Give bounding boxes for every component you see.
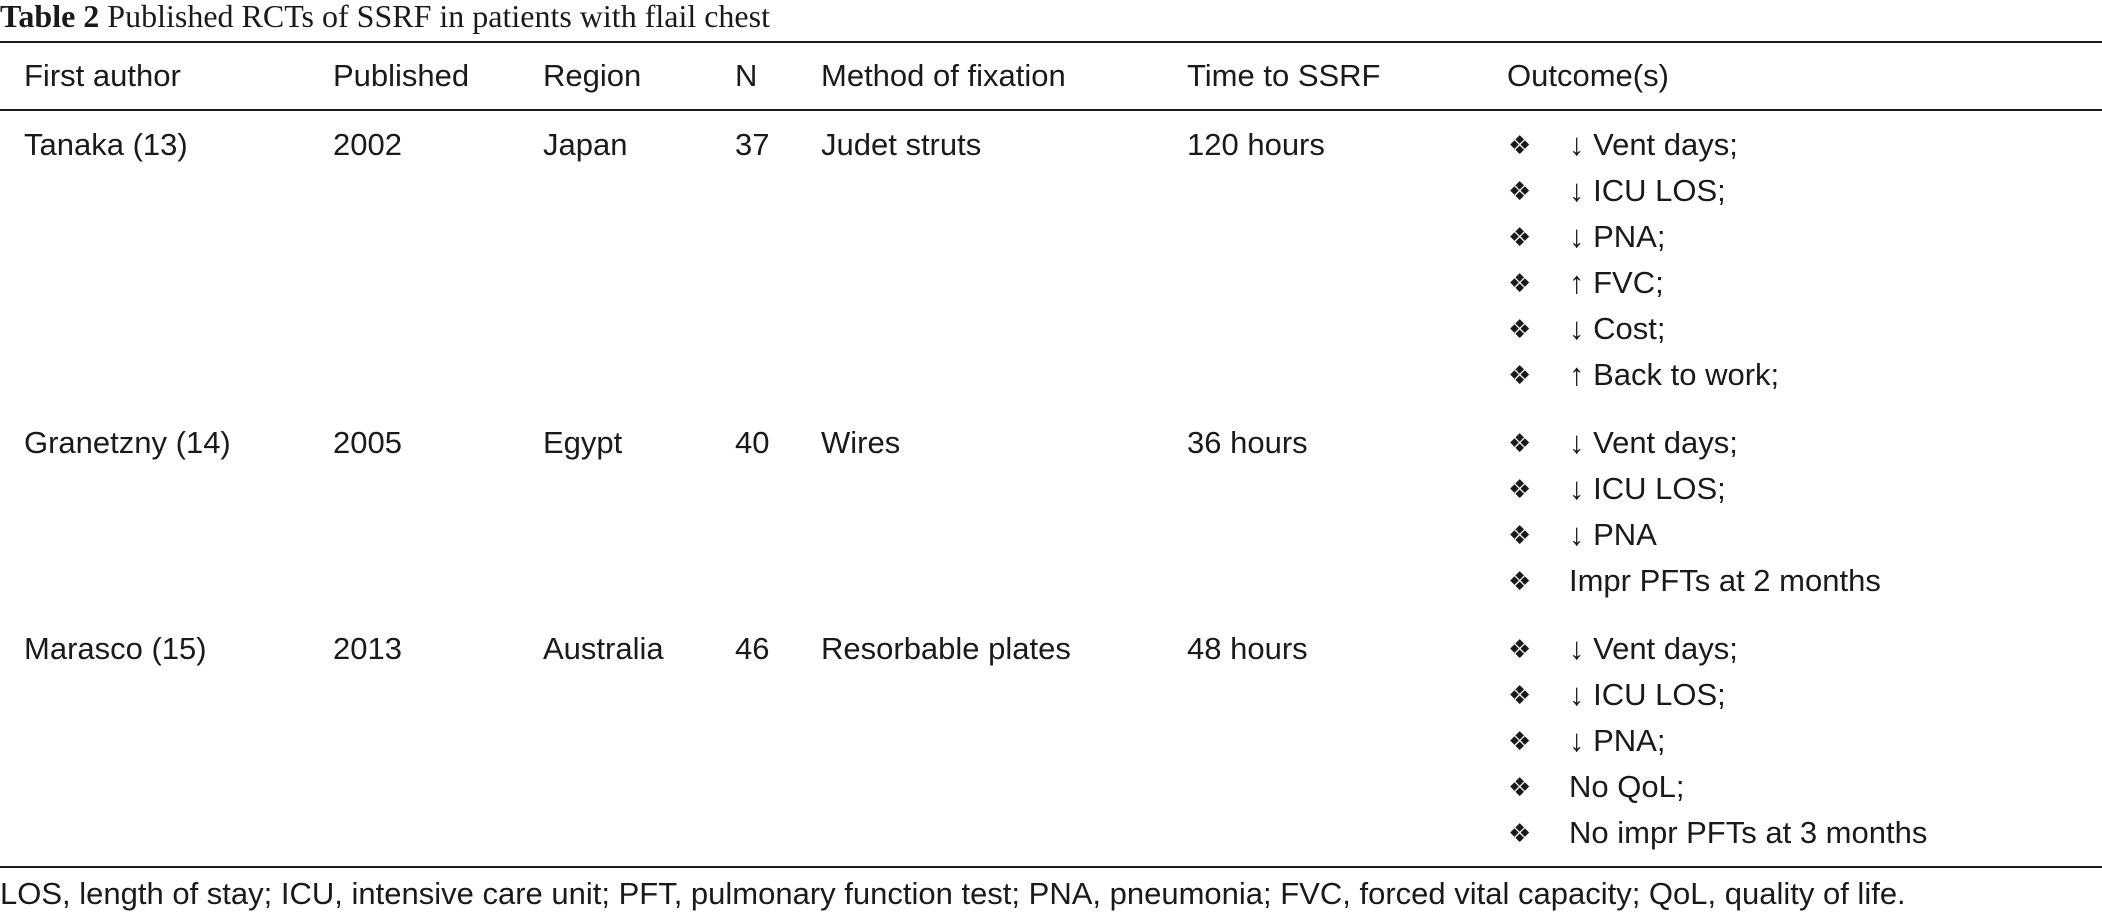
outcome-item: ❖ Impr PFTs at 2 months xyxy=(1507,558,1881,604)
outcome-item: ❖ ↓ PNA; xyxy=(1507,214,1779,260)
outcome-item: ❖ No QoL; xyxy=(1507,764,1927,810)
diamond-bullet-icon: ❖ xyxy=(1508,679,1532,710)
diamond-bullet-icon: ❖ xyxy=(1508,267,1532,298)
outcome-item: ❖ ↓ PNA; xyxy=(1507,718,1927,764)
row-3-outcomes: ❖ ↓ Vent days; ❖ ↓ ICU LOS; ❖ ↓ PNA; ❖ No Qo… xyxy=(1507,626,1927,856)
diamond-bullet-icon: ❖ xyxy=(1508,427,1532,458)
outcome-item: ❖ ↓ Vent days; xyxy=(1507,420,1881,466)
outcome-text: Impr PFTs at 2 months xyxy=(1569,563,1881,598)
outcome-item: ❖ No impr PFTs at 3 months xyxy=(1507,810,1927,856)
diamond-bullet-icon: ❖ xyxy=(1508,771,1532,802)
header-n: N xyxy=(735,58,758,93)
row-1-region: Japan xyxy=(543,127,628,162)
row-2-outcomes: ❖ ↓ Vent days; ❖ ↓ ICU LOS; ❖ ↓ PNA ❖ Impr P… xyxy=(1507,420,1881,604)
outcome-text: ↓ PNA xyxy=(1569,517,1657,552)
bottom-rule xyxy=(0,866,2102,868)
diamond-bullet-icon: ❖ xyxy=(1508,175,1532,206)
diamond-bullet-icon: ❖ xyxy=(1508,313,1532,344)
row-1-method: Judet struts xyxy=(821,127,982,162)
header-region: Region xyxy=(543,58,642,93)
header-method-of-fixation: Method of fixation xyxy=(821,58,1066,93)
header-rule xyxy=(0,109,2102,111)
outcome-text: No impr PFTs at 3 months xyxy=(1569,815,1928,850)
outcome-item: ❖ ↓ ICU LOS; xyxy=(1507,466,1881,512)
outcome-text: ↓ ICU LOS; xyxy=(1569,471,1726,506)
outcome-item: ❖ ↑ FVC; xyxy=(1507,260,1779,306)
row-3-n: 46 xyxy=(735,631,770,666)
table-label: Table 2 xyxy=(0,0,100,34)
outcome-item: ❖ ↓ PNA xyxy=(1507,512,1881,558)
outcome-text: ↓ PNA; xyxy=(1569,723,1666,758)
diamond-bullet-icon: ❖ xyxy=(1508,359,1532,390)
diamond-bullet-icon: ❖ xyxy=(1508,725,1532,756)
outcome-text: ↓ ICU LOS; xyxy=(1569,173,1726,208)
row-1-published: 2002 xyxy=(333,127,402,162)
row-2-time: 36 hours xyxy=(1187,425,1308,460)
row-2-author: Granetzny (14) xyxy=(24,425,231,460)
diamond-bullet-icon: ❖ xyxy=(1508,473,1532,504)
header-time-to-ssrf: Time to SSRF xyxy=(1187,58,1381,93)
outcome-item: ❖ ↓ ICU LOS; xyxy=(1507,168,1779,214)
row-1-author: Tanaka (13) xyxy=(24,127,188,162)
diamond-bullet-icon: ❖ xyxy=(1508,221,1532,252)
outcome-item: ❖ ↓ Vent days; xyxy=(1507,626,1927,672)
outcome-text: ↑ Back to work; xyxy=(1569,357,1780,392)
row-2-n: 40 xyxy=(735,425,770,460)
table-footnote: LOS, length of stay; ICU, intensive care… xyxy=(0,876,1906,911)
diamond-bullet-icon: ❖ xyxy=(1508,519,1532,550)
row-1-time: 120 hours xyxy=(1187,127,1325,162)
diamond-bullet-icon: ❖ xyxy=(1508,817,1532,848)
header-first-author: First author xyxy=(24,58,181,93)
table-title: Published RCTs of SSRF in patients with … xyxy=(107,0,770,34)
header-outcomes: Outcome(s) xyxy=(1507,58,1669,93)
row-3-time: 48 hours xyxy=(1187,631,1308,666)
outcome-text: ↑ FVC; xyxy=(1569,265,1664,300)
outcome-text: ↓ PNA; xyxy=(1569,219,1666,254)
header-published: Published xyxy=(333,58,470,93)
row-2-published: 2005 xyxy=(333,425,402,460)
table-caption: Table 2 Published RCTs of SSRF in patien… xyxy=(0,0,770,40)
outcome-item: ❖ ↓ ICU LOS; xyxy=(1507,672,1927,718)
outcome-text: ↓ ICU LOS; xyxy=(1569,677,1726,712)
outcome-item: ❖ ↑ Back to work; xyxy=(1507,352,1779,398)
diamond-bullet-icon: ❖ xyxy=(1508,565,1532,596)
row-2-method: Wires xyxy=(821,425,901,460)
row-1-n: 37 xyxy=(735,127,770,162)
row-3-method: Resorbable plates xyxy=(821,631,1071,666)
outcome-text: ↓ Vent days; xyxy=(1569,127,1738,162)
outcome-text: ↓ Cost; xyxy=(1569,311,1666,346)
row-3-region: Australia xyxy=(543,631,664,666)
outcome-item: ❖ ↓ Vent days; xyxy=(1507,122,1779,168)
diamond-bullet-icon: ❖ xyxy=(1508,633,1532,664)
top-rule xyxy=(0,41,2102,43)
diamond-bullet-icon: ❖ xyxy=(1508,129,1532,160)
row-3-author: Marasco (15) xyxy=(24,631,207,666)
row-1-outcomes: ❖ ↓ Vent days; ❖ ↓ ICU LOS; ❖ ↓ PNA; ❖ ↑ FVC… xyxy=(1507,122,1779,398)
row-2-region: Egypt xyxy=(543,425,623,460)
outcome-text: No QoL; xyxy=(1569,769,1685,804)
outcome-item: ❖ ↓ Cost; xyxy=(1507,306,1779,352)
row-3-published: 2013 xyxy=(333,631,402,666)
outcome-text: ↓ Vent days; xyxy=(1569,425,1738,460)
outcome-text: ↓ Vent days; xyxy=(1569,631,1738,666)
